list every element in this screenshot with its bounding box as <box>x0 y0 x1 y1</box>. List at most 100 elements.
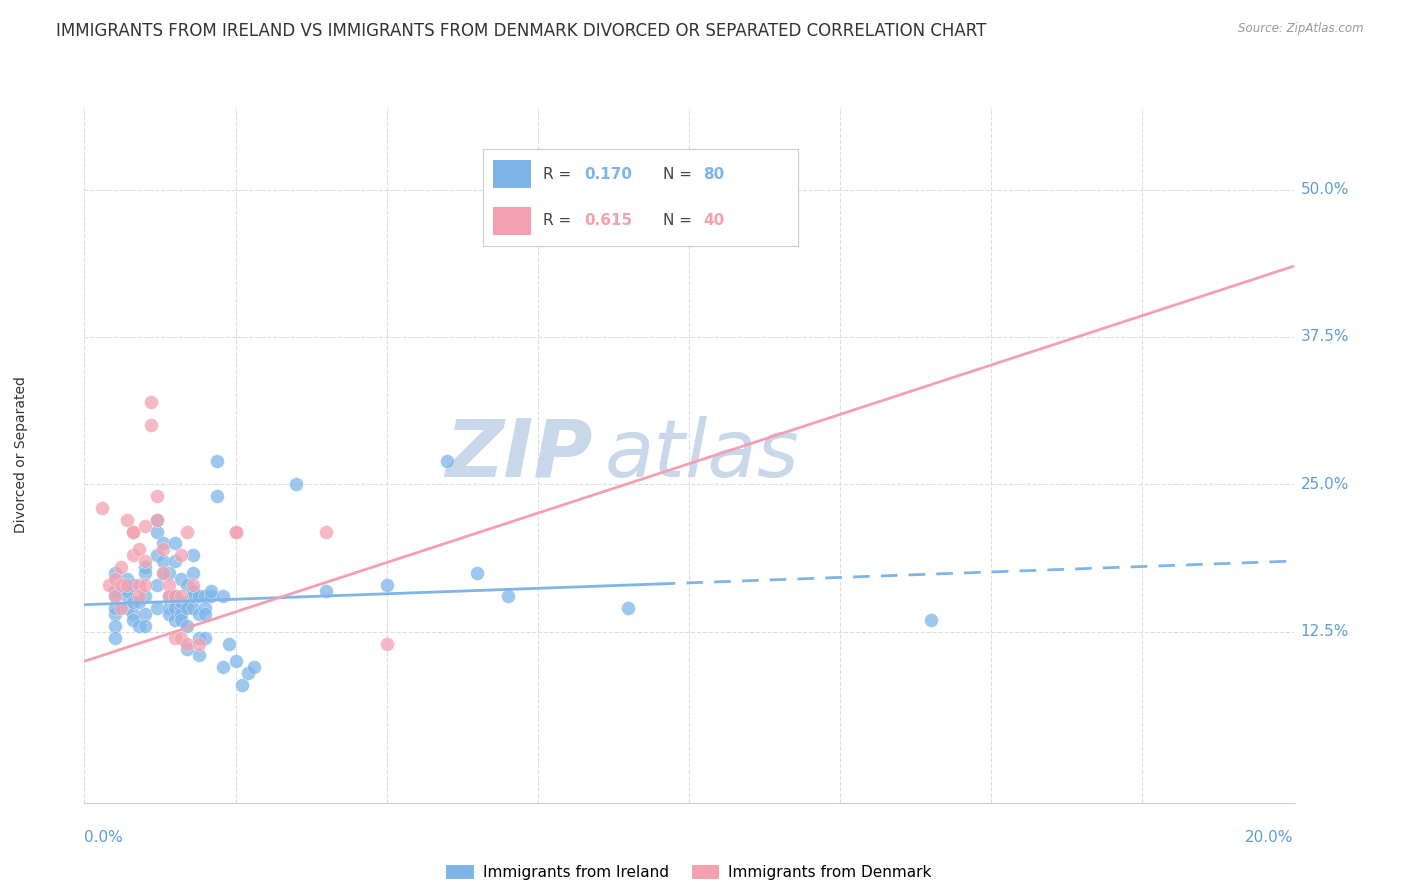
Point <box>146 513 169 527</box>
Point <box>134 560 156 574</box>
Point <box>139 395 162 409</box>
Point <box>121 595 143 609</box>
Point <box>134 566 156 580</box>
Text: 20.0%: 20.0% <box>1246 830 1294 845</box>
Point <box>163 601 186 615</box>
Point <box>115 590 138 604</box>
Point <box>146 577 169 591</box>
Point <box>152 566 174 580</box>
Point <box>242 660 264 674</box>
Point <box>110 601 132 615</box>
Point <box>218 637 240 651</box>
Point <box>157 590 180 604</box>
Point <box>170 572 193 586</box>
Point <box>207 454 229 468</box>
Point <box>176 637 198 651</box>
Point <box>176 601 198 615</box>
Legend: Immigrants from Ireland, Immigrants from Denmark: Immigrants from Ireland, Immigrants from… <box>440 859 938 887</box>
Point <box>104 566 127 580</box>
Point <box>170 607 193 621</box>
Point <box>115 583 138 598</box>
Point <box>121 613 143 627</box>
Point <box>121 607 143 621</box>
Point <box>152 566 174 580</box>
Text: 0.0%: 0.0% <box>84 830 124 845</box>
Point <box>146 524 169 539</box>
Point <box>284 477 308 491</box>
Point <box>121 548 143 562</box>
Point <box>139 418 162 433</box>
Point <box>176 577 198 591</box>
Point <box>188 631 211 645</box>
Point <box>157 566 180 580</box>
Point <box>121 524 143 539</box>
Point <box>104 590 127 604</box>
Point <box>170 548 193 562</box>
Point <box>920 613 942 627</box>
Point <box>181 566 204 580</box>
Point <box>115 601 138 615</box>
Point <box>146 513 169 527</box>
Point <box>738 194 761 209</box>
Point <box>115 513 138 527</box>
Point <box>212 660 235 674</box>
Point <box>170 590 193 604</box>
Point <box>194 607 217 621</box>
Point <box>225 654 247 668</box>
Point <box>467 566 489 580</box>
Point <box>157 590 180 604</box>
Point <box>225 524 247 539</box>
Point <box>436 454 458 468</box>
Point <box>176 524 198 539</box>
Text: ZIP: ZIP <box>444 416 592 494</box>
Point <box>128 619 150 633</box>
Text: 37.5%: 37.5% <box>1301 329 1348 344</box>
Point <box>104 607 127 621</box>
Point <box>152 536 174 550</box>
Text: IMMIGRANTS FROM IRELAND VS IMMIGRANTS FROM DENMARK DIVORCED OR SEPARATED CORRELA: IMMIGRANTS FROM IRELAND VS IMMIGRANTS FR… <box>56 22 987 40</box>
Point <box>163 590 186 604</box>
Point <box>315 524 337 539</box>
Point <box>212 590 235 604</box>
Text: 25.0%: 25.0% <box>1301 477 1348 491</box>
Point <box>134 619 156 633</box>
Point <box>163 554 186 568</box>
Point <box>104 619 127 633</box>
Point <box>188 648 211 663</box>
Point <box>236 666 259 681</box>
Text: 12.5%: 12.5% <box>1301 624 1348 640</box>
Point <box>194 590 217 604</box>
Point <box>188 590 211 604</box>
Point <box>188 637 211 651</box>
Point <box>181 583 204 598</box>
Point <box>207 489 229 503</box>
Point <box>157 607 180 621</box>
Point <box>181 548 204 562</box>
Point <box>170 613 193 627</box>
Text: Divorced or Separated: Divorced or Separated <box>14 376 28 533</box>
Point <box>617 601 640 615</box>
Point <box>157 577 180 591</box>
Point <box>128 595 150 609</box>
Point <box>225 524 247 539</box>
Point <box>231 678 253 692</box>
Point <box>115 572 138 586</box>
Point <box>163 631 186 645</box>
Point <box>176 642 198 657</box>
Point <box>200 583 222 598</box>
Point <box>134 554 156 568</box>
Text: atlas: atlas <box>605 416 799 494</box>
Point <box>188 607 211 621</box>
Point <box>146 548 169 562</box>
Point <box>375 637 398 651</box>
Point <box>121 577 143 591</box>
Text: 50.0%: 50.0% <box>1301 182 1348 197</box>
Point <box>110 577 132 591</box>
Point <box>134 590 156 604</box>
Point <box>181 601 204 615</box>
Point <box>170 631 193 645</box>
Point <box>163 590 186 604</box>
Point <box>146 601 169 615</box>
Point <box>181 577 204 591</box>
Point <box>115 577 138 591</box>
